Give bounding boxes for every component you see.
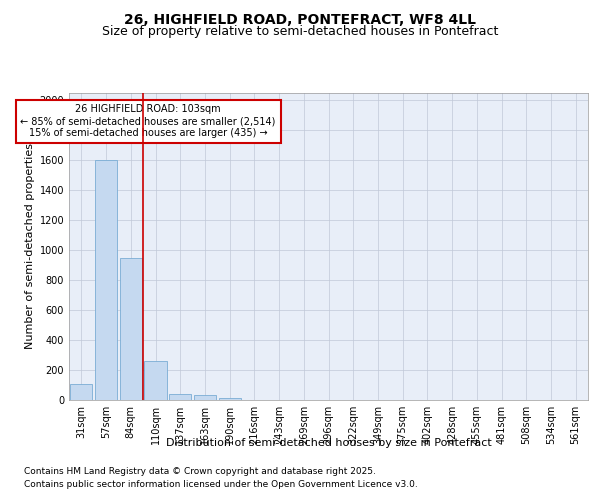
Text: Contains public sector information licensed under the Open Government Licence v3: Contains public sector information licen… — [24, 480, 418, 489]
Text: Contains HM Land Registry data © Crown copyright and database right 2025.: Contains HM Land Registry data © Crown c… — [24, 468, 376, 476]
Bar — [145, 361, 167, 400]
Text: 26, HIGHFIELD ROAD, PONTEFRACT, WF8 4LL: 26, HIGHFIELD ROAD, PONTEFRACT, WF8 4LL — [124, 12, 476, 26]
Bar — [70, 384, 92, 400]
Text: 26 HIGHFIELD ROAD: 103sqm
← 85% of semi-detached houses are smaller (2,514)
15% : 26 HIGHFIELD ROAD: 103sqm ← 85% of semi-… — [20, 104, 276, 138]
Bar — [218, 398, 241, 400]
Bar — [119, 258, 142, 400]
Text: Distribution of semi-detached houses by size in Pontefract: Distribution of semi-detached houses by … — [166, 438, 491, 448]
Y-axis label: Number of semi-detached properties: Number of semi-detached properties — [25, 143, 35, 349]
Bar — [95, 160, 117, 400]
Text: Size of property relative to semi-detached houses in Pontefract: Size of property relative to semi-detach… — [102, 25, 498, 38]
Bar — [194, 395, 216, 400]
Bar — [169, 394, 191, 400]
